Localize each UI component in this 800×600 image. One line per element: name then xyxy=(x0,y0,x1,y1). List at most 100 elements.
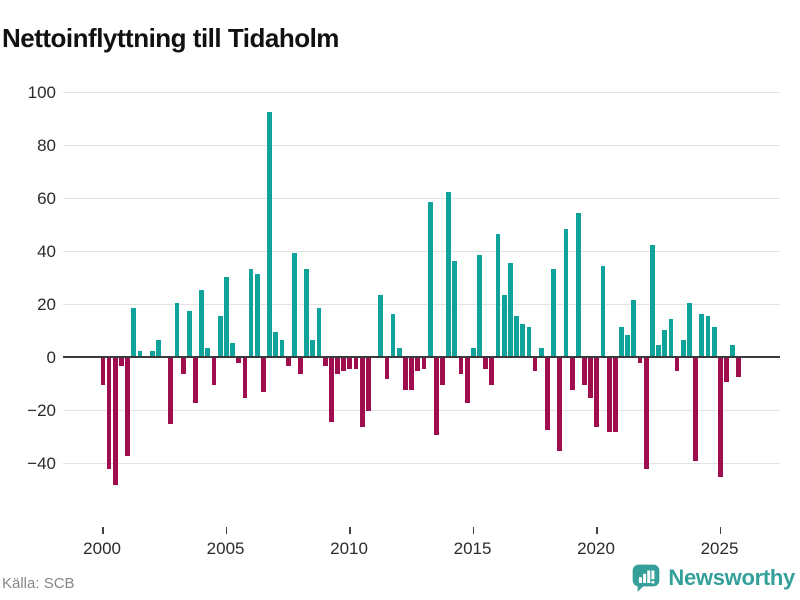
bar xyxy=(693,358,698,462)
bar xyxy=(267,112,272,356)
gridline xyxy=(63,304,780,305)
bar xyxy=(353,358,359,369)
bar xyxy=(514,316,519,356)
bar xyxy=(545,358,550,430)
gridline xyxy=(63,92,780,93)
y-axis-label: 40 xyxy=(37,242,56,261)
bar xyxy=(378,295,384,356)
bar xyxy=(662,329,668,356)
x-axis-label: 2025 xyxy=(700,539,739,558)
bar xyxy=(643,358,649,470)
bar xyxy=(415,358,421,372)
bar xyxy=(711,326,717,356)
bar xyxy=(687,303,692,356)
bar xyxy=(458,358,464,374)
bar xyxy=(668,318,674,356)
bar xyxy=(625,334,631,356)
bar xyxy=(310,340,316,356)
bar xyxy=(193,358,198,404)
bar xyxy=(526,326,532,356)
bar xyxy=(174,303,180,356)
bar xyxy=(205,348,211,356)
bar xyxy=(223,276,229,356)
bar xyxy=(705,316,711,356)
bar xyxy=(347,358,353,369)
bar xyxy=(631,300,637,356)
bar xyxy=(427,202,433,356)
bar xyxy=(304,268,310,356)
bar xyxy=(384,358,390,380)
x-axis-tick xyxy=(472,527,475,534)
bar xyxy=(199,289,205,356)
bar xyxy=(217,316,223,356)
bar xyxy=(316,308,322,356)
x-axis-label: 2005 xyxy=(206,539,245,558)
bar xyxy=(125,358,130,457)
bar xyxy=(619,326,624,356)
bar xyxy=(433,358,439,435)
bar xyxy=(538,348,544,356)
bar xyxy=(291,252,297,356)
y-axis-label: 60 xyxy=(37,189,56,208)
bar xyxy=(520,324,526,356)
bar xyxy=(730,345,736,356)
x-axis-label: 2015 xyxy=(453,539,492,558)
y-axis-label: 20 xyxy=(37,295,56,314)
bar xyxy=(335,358,340,374)
bar xyxy=(341,358,347,372)
bar xyxy=(279,340,285,356)
bar xyxy=(322,358,328,366)
gridline xyxy=(63,145,780,146)
x-axis-tick xyxy=(102,527,104,534)
bar xyxy=(495,234,501,356)
bar xyxy=(470,348,476,356)
bar xyxy=(600,265,606,356)
gridline xyxy=(63,251,780,252)
bar xyxy=(211,358,217,385)
bar xyxy=(452,260,458,356)
gridline xyxy=(63,410,780,411)
bar xyxy=(507,263,513,356)
bar xyxy=(248,268,254,356)
bar xyxy=(649,244,655,356)
x-axis-tick xyxy=(349,527,351,534)
y-axis-label: −40 xyxy=(27,454,56,473)
bar xyxy=(285,358,291,366)
bar xyxy=(612,358,618,433)
chart-title: Nettoinflyttning till Tidaholm xyxy=(2,23,339,54)
bar xyxy=(551,268,556,356)
bar xyxy=(403,358,408,390)
bar xyxy=(261,358,266,393)
bar xyxy=(563,228,569,356)
bar xyxy=(606,358,612,433)
bar xyxy=(273,332,279,356)
bar xyxy=(409,358,414,390)
bar xyxy=(489,358,495,385)
newsworthy-wordmark: Newsworthy xyxy=(668,565,795,590)
bar xyxy=(588,358,594,398)
bar xyxy=(396,348,402,356)
newsworthy-logo-icon xyxy=(631,563,661,593)
bar xyxy=(680,340,686,356)
gridline xyxy=(63,463,780,464)
bar xyxy=(365,358,371,411)
x-axis-tick xyxy=(719,527,721,534)
bar xyxy=(440,358,445,385)
bar xyxy=(328,358,334,422)
gridline xyxy=(63,198,780,199)
zero-axis-line xyxy=(63,356,780,358)
bar xyxy=(186,310,192,356)
y-axis-label: −20 xyxy=(27,401,56,420)
bar xyxy=(137,350,143,356)
y-axis-label: 80 xyxy=(37,136,56,155)
y-axis-label: 100 xyxy=(27,83,56,102)
bar xyxy=(464,358,470,404)
bar xyxy=(557,358,563,451)
x-axis-tick xyxy=(225,527,228,534)
bar xyxy=(254,273,260,356)
bar xyxy=(106,358,112,470)
source-label: Källa: SCB xyxy=(2,575,75,592)
bar xyxy=(298,358,303,374)
bar xyxy=(156,340,161,356)
